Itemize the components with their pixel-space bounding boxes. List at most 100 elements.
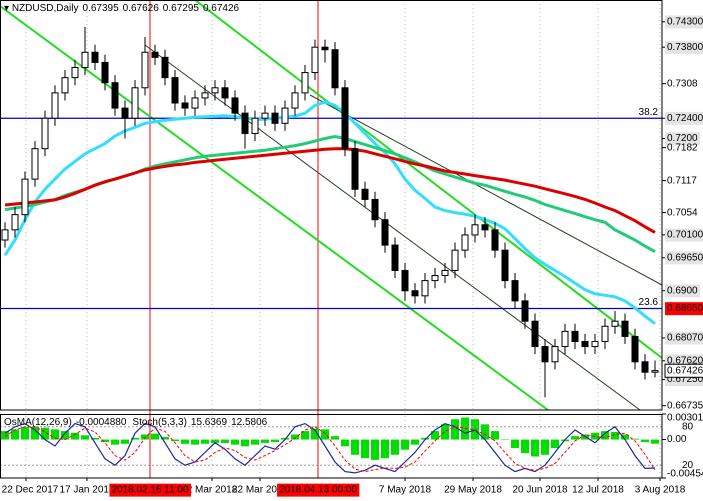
candle-body (471, 224, 479, 236)
osma-value: -0.0004880 (76, 417, 127, 428)
osma-bar (501, 439, 509, 441)
indicator-panel (0, 417, 662, 474)
candle-body (421, 280, 429, 297)
osma-bar (401, 439, 409, 450)
y-tick-label: 0.74300 (667, 16, 703, 27)
candle-body (11, 214, 19, 231)
candle-body (611, 320, 619, 327)
candle-body (371, 198, 379, 221)
osma-bar (161, 437, 169, 440)
stoch-d: 12.5806 (231, 417, 268, 428)
osma-bar (191, 439, 199, 445)
candle-body (261, 112, 269, 119)
candle-body (621, 320, 629, 337)
candle-body (431, 275, 439, 282)
y-tick-label-box (665, 228, 703, 242)
osma-bar (291, 434, 299, 440)
x-tick-label: 7 May 2018 (379, 485, 432, 496)
candle-body (181, 102, 189, 109)
indicator-frame (0, 414, 663, 479)
header-icon: ▾ (4, 3, 12, 14)
candle-body (51, 92, 59, 119)
osma-bar (201, 439, 209, 444)
candle-body (141, 51, 149, 89)
x-tick-label: 17 Jan 2018 (59, 485, 114, 496)
osma-bar (51, 429, 59, 440)
osma-bar (441, 424, 449, 440)
osma-bar (231, 439, 239, 445)
candle-body (481, 224, 489, 231)
osma-bar (481, 424, 489, 440)
osma-bar (541, 439, 549, 455)
candle-body (491, 229, 499, 251)
candle-body (221, 87, 229, 99)
stoch-tick-label: 20 (682, 460, 694, 471)
candle-body (301, 72, 309, 94)
candle-body (1, 229, 9, 241)
osma-bar (61, 431, 69, 440)
candle-body (121, 107, 129, 119)
x-tick-label: 3 Aug 2018 (635, 485, 686, 496)
symbol: NZDUSD,Daily (12, 3, 79, 14)
grid (25, 0, 661, 478)
osma-tick-label: -0.004540 (667, 469, 703, 480)
osma-bar (391, 439, 399, 455)
osma-bar (571, 436, 579, 440)
candle-body (151, 51, 159, 58)
level-price-label-box (665, 302, 703, 316)
candle-body (61, 77, 69, 94)
candle-body (381, 219, 389, 246)
x-tick-label: 12 Jul 2018 (572, 485, 624, 496)
osma-bar (31, 426, 39, 440)
osma-bar (251, 439, 259, 445)
osma-bar (511, 439, 519, 449)
osma-tick-label: 0.00 (667, 434, 687, 445)
y-tick-label: 0.73800 (667, 42, 703, 53)
candle-body (441, 269, 449, 277)
osma-bar (81, 435, 89, 440)
candle-body (591, 340, 599, 348)
candle-body (341, 87, 349, 150)
close: 0.67426 (203, 3, 240, 14)
high: 0.67626 (123, 3, 160, 14)
candle-body (201, 92, 209, 99)
candle-body (271, 112, 279, 124)
osma-bar (111, 439, 119, 445)
candle-body (231, 97, 239, 114)
osma-bar (341, 439, 349, 447)
candle-body (461, 234, 469, 251)
moving-average (3, 100, 656, 325)
osma-bar (621, 434, 629, 440)
moving-average (4, 147, 656, 234)
osma-tick-label: 0.003018 (667, 413, 703, 424)
osma-bar (551, 439, 559, 449)
chart-header: ▾ NZDUSD,Daily 0.67395 0.67626 0.67295 0.674… (4, 3, 240, 14)
osma-bar (331, 436, 339, 440)
osma-bar (71, 432, 79, 440)
osma-bar (491, 431, 499, 440)
osma-bar (361, 439, 369, 459)
osma-bar (451, 419, 459, 440)
candle-body (161, 56, 169, 79)
level-label: 38.2 (639, 107, 659, 118)
y-tick-label: 0.6900 (667, 285, 698, 296)
osma-bar (211, 439, 219, 443)
osma-bar (611, 431, 619, 440)
y-tick-label: 0.7200 (667, 133, 698, 144)
osma-bar (11, 429, 19, 440)
stoch-title: Stoch(5,3,3) (132, 417, 186, 428)
osma-bar (21, 426, 29, 440)
candle-body (101, 61, 109, 84)
candle-body (351, 148, 359, 190)
osma-bar (521, 439, 529, 454)
x-tick-label: 20 Jun 2018 (512, 485, 567, 496)
candle-body (581, 340, 589, 348)
candle-body (191, 97, 199, 109)
candle-body (31, 148, 39, 180)
event-label: 2018.02.16 11:00 (111, 485, 189, 496)
candle-body (251, 117, 259, 134)
low: 0.67295 (163, 3, 200, 14)
candle-body (511, 280, 519, 302)
candle-body (71, 66, 79, 79)
